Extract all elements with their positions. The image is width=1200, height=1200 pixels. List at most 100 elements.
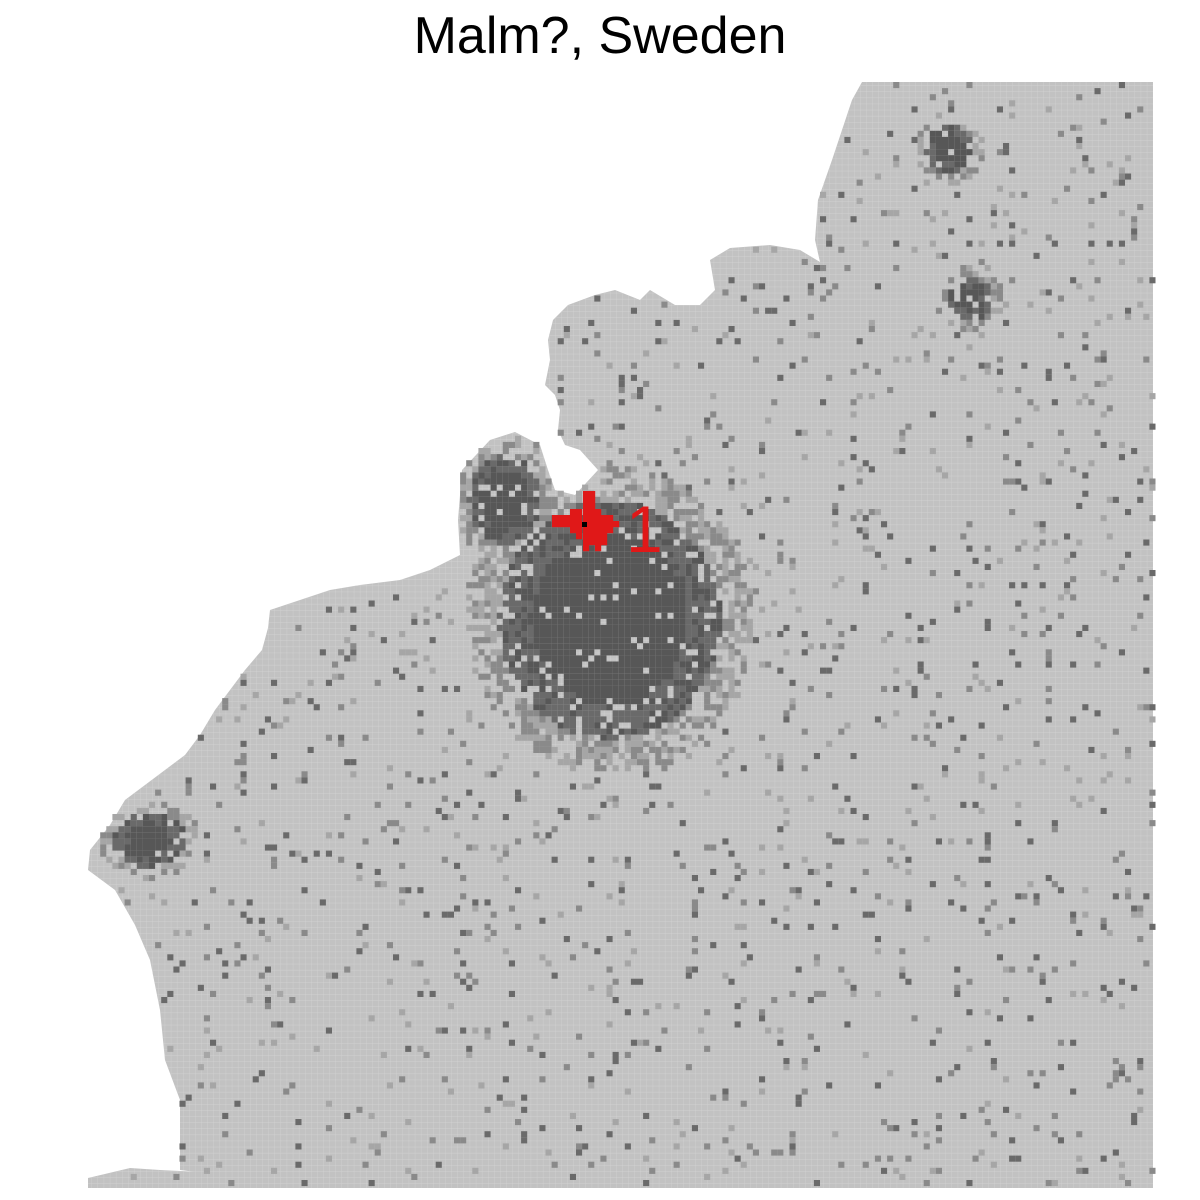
density-cell bbox=[606, 795, 613, 802]
density-cell bbox=[984, 838, 991, 845]
density-cell bbox=[710, 637, 717, 644]
density-cell bbox=[942, 136, 949, 143]
density-cell bbox=[490, 466, 497, 473]
density-cell bbox=[655, 673, 662, 680]
density-cell bbox=[661, 545, 668, 552]
density-cell bbox=[210, 887, 217, 894]
density-cell bbox=[502, 814, 509, 821]
density-cell bbox=[637, 612, 644, 619]
density-cell bbox=[783, 862, 790, 869]
density-cell bbox=[716, 612, 723, 619]
density-cell bbox=[441, 588, 448, 595]
density-cell bbox=[533, 716, 540, 723]
density-cell bbox=[496, 692, 503, 699]
density-cell bbox=[533, 582, 540, 589]
density-cell bbox=[911, 692, 918, 699]
density-cell bbox=[460, 484, 467, 491]
density-cell bbox=[606, 466, 613, 473]
density-cell bbox=[417, 887, 424, 894]
density-cell bbox=[704, 527, 711, 534]
density-cell bbox=[637, 1039, 644, 1046]
density-cell bbox=[588, 624, 595, 631]
density-cell bbox=[502, 496, 509, 503]
density-cell bbox=[325, 1100, 332, 1107]
density-cell bbox=[618, 655, 625, 662]
density-cell bbox=[466, 1051, 473, 1058]
density-cell bbox=[1039, 527, 1046, 534]
density-cell bbox=[283, 923, 290, 930]
density-cell bbox=[661, 667, 668, 674]
density-cell bbox=[527, 716, 534, 723]
density-cell bbox=[600, 624, 607, 631]
density-cell bbox=[569, 759, 576, 766]
density-cell bbox=[283, 698, 290, 705]
density-cell bbox=[661, 655, 668, 662]
density-cell bbox=[752, 588, 759, 595]
density-cell bbox=[1070, 466, 1077, 473]
density-cell bbox=[612, 716, 619, 723]
density-cell bbox=[698, 582, 705, 589]
density-cell bbox=[515, 533, 522, 540]
density-cell bbox=[655, 545, 662, 552]
density-cell bbox=[496, 454, 503, 461]
density-cell bbox=[996, 1015, 1003, 1022]
density-cell bbox=[862, 240, 869, 247]
density-cell bbox=[533, 679, 540, 686]
density-cell bbox=[472, 667, 479, 674]
density-cell bbox=[661, 740, 668, 747]
density-cell bbox=[350, 643, 357, 650]
density-cell bbox=[557, 509, 564, 516]
density-cell bbox=[856, 509, 863, 516]
density-cell bbox=[1045, 106, 1052, 113]
density-cell bbox=[606, 667, 613, 674]
density-cell bbox=[508, 478, 515, 485]
density-cell bbox=[380, 1131, 387, 1138]
density-cell bbox=[557, 624, 564, 631]
density-cell bbox=[1015, 1155, 1022, 1162]
density-cell bbox=[673, 728, 680, 735]
density-cell bbox=[545, 582, 552, 589]
density-cell bbox=[630, 576, 637, 583]
density-cell bbox=[588, 588, 595, 595]
density-cell bbox=[777, 1039, 784, 1046]
density-cell bbox=[557, 387, 564, 394]
density-cell bbox=[630, 759, 637, 766]
density-cell bbox=[630, 533, 637, 540]
density-cell bbox=[508, 631, 515, 638]
density-cell bbox=[576, 740, 583, 747]
density-cell bbox=[527, 637, 534, 644]
density-cell bbox=[691, 948, 698, 955]
density-cell bbox=[118, 838, 125, 845]
density-cell bbox=[1009, 624, 1016, 631]
density-cell bbox=[923, 124, 930, 131]
density-cell bbox=[667, 594, 674, 601]
density-cell bbox=[582, 667, 589, 674]
density-cell bbox=[984, 685, 991, 692]
highlight-cell bbox=[607, 521, 614, 528]
highlight-cell bbox=[552, 515, 559, 522]
density-cell bbox=[1039, 1070, 1046, 1077]
density-cell bbox=[1015, 820, 1022, 827]
density-cell bbox=[1070, 716, 1077, 723]
density-cell bbox=[185, 838, 192, 845]
density-cell bbox=[1027, 399, 1034, 406]
density-cell bbox=[167, 826, 174, 833]
density-cell bbox=[551, 631, 558, 638]
density-cell bbox=[935, 143, 942, 150]
density-cell bbox=[990, 210, 997, 217]
density-cell bbox=[557, 338, 564, 345]
density-cell bbox=[685, 570, 692, 577]
density-cell bbox=[582, 484, 589, 491]
density-cell bbox=[832, 539, 839, 546]
density-cell bbox=[600, 490, 607, 497]
density-cell bbox=[704, 563, 711, 570]
density-cell bbox=[655, 624, 662, 631]
density-cell bbox=[698, 667, 705, 674]
density-cell bbox=[545, 746, 552, 753]
density-cell bbox=[813, 868, 820, 875]
density-cell bbox=[624, 734, 631, 741]
density-cell bbox=[533, 576, 540, 583]
density-cell bbox=[984, 1100, 991, 1107]
density-cell bbox=[954, 155, 961, 162]
density-cell bbox=[563, 673, 570, 680]
